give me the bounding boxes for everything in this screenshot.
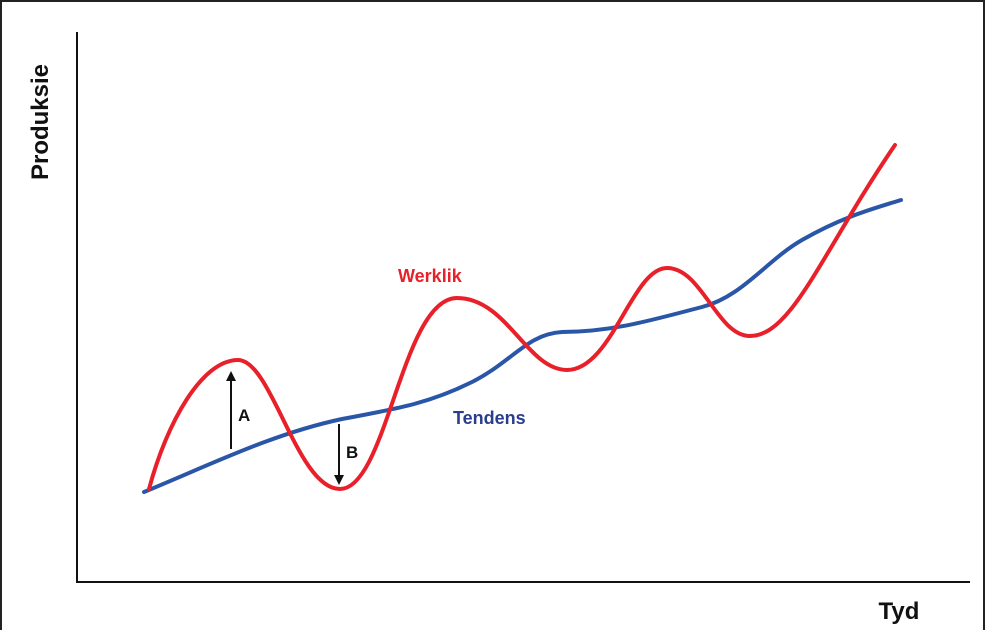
marker-label-a: A bbox=[238, 406, 250, 425]
trend-line bbox=[142, 198, 903, 494]
trend-series-label: Tendens bbox=[453, 408, 526, 428]
marker-label-b: B bbox=[346, 443, 358, 462]
x-axis-title: Tyd bbox=[879, 598, 920, 625]
actual-line bbox=[147, 143, 897, 491]
y-axis-title: Produksie bbox=[27, 64, 54, 180]
actual-series-label: Werklik bbox=[398, 266, 463, 286]
